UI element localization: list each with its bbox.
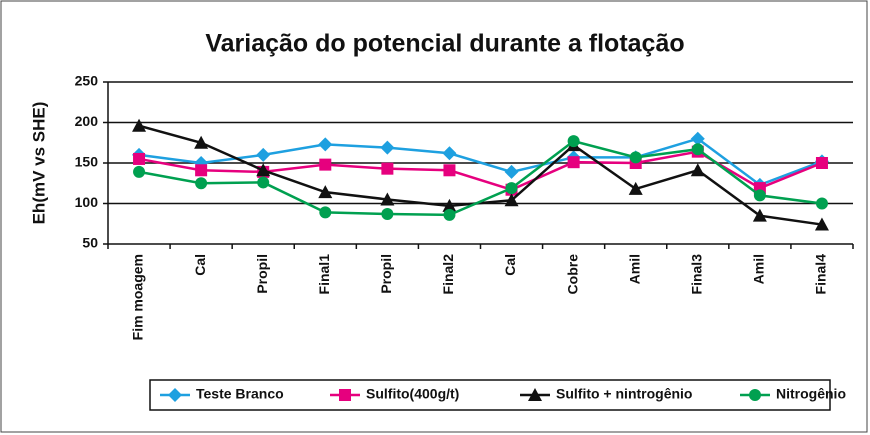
y-tick-label: 250 [75,73,99,89]
x-tick-label: Cobre [564,254,580,295]
y-tick-label: 100 [75,194,99,210]
marker [690,131,705,146]
marker [195,164,208,177]
x-tick-label: Final4 [813,254,829,295]
marker [749,389,761,401]
marker [505,182,518,195]
marker [318,185,333,199]
series-line [138,124,823,226]
marker [133,152,146,165]
x-tick-label: Propil [254,254,270,294]
x-tick-label: Final2 [440,254,456,295]
marker [256,163,271,177]
marker [815,197,828,210]
marker [567,135,580,148]
marker [442,198,457,212]
marker [691,143,704,156]
chart-title: Variação do potencial durante a flotação [205,30,684,58]
marker [380,140,395,155]
marker [132,118,147,132]
x-tick-label: Propil [378,254,394,294]
marker [442,146,457,161]
marker [318,137,333,152]
marker [381,208,394,221]
marker [504,193,519,207]
x-tick-label: Cal [502,254,518,276]
legend-label: Sulfito + nintrogênio [556,386,693,402]
x-tick-label: Final1 [316,254,332,295]
marker [256,147,271,162]
marker [628,181,643,195]
marker [319,206,332,219]
marker [528,388,542,401]
marker [815,157,828,169]
y-tick-label: 150 [75,154,99,170]
marker [195,177,208,190]
marker [814,217,829,231]
y-tick-label: 200 [75,113,99,129]
x-tick-label: Fim moagem [130,254,146,340]
marker [380,192,395,206]
marker [753,189,766,202]
legend-label: Sulfito(400g/t) [366,386,459,402]
marker [133,165,146,178]
marker [443,208,456,221]
marker [168,388,182,402]
x-tick-label: Final3 [688,254,704,295]
marker [194,135,209,149]
marker [319,158,332,171]
marker [381,162,394,175]
y-tick-label: 50 [82,235,98,251]
y-axis-label: Eh(mV vs SHE) [29,102,48,225]
legend-label: Teste Branco [196,386,284,402]
marker [339,389,351,401]
x-tick-label: Amil [626,254,642,284]
legend-label: Nitrogênio [776,386,846,402]
marker [504,164,519,179]
series-line [138,137,823,187]
marker [443,164,456,177]
x-tick-label: Cal [192,254,208,276]
marker [257,176,270,189]
legend-box [149,379,831,411]
marker [629,151,642,164]
marker [752,208,767,222]
x-tick-label: Amil [751,254,767,284]
series-line [138,139,823,217]
marker [567,156,580,169]
marker [690,163,705,177]
